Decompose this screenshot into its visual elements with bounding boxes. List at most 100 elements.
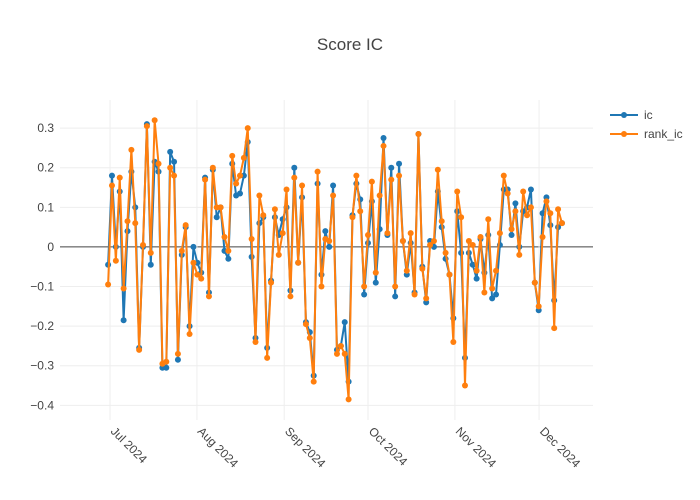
data-point	[322, 228, 329, 235]
x-tick-label: Aug 2024	[195, 424, 241, 470]
data-point	[543, 198, 550, 205]
data-point	[516, 251, 523, 258]
data-point	[430, 237, 437, 244]
data-point	[295, 259, 302, 266]
data-point	[527, 186, 534, 193]
data-point	[108, 182, 115, 189]
data-point	[353, 172, 360, 179]
data-point	[399, 237, 406, 244]
data-point	[221, 234, 228, 241]
data-point	[171, 172, 178, 179]
data-point	[256, 192, 263, 199]
data-point	[318, 283, 325, 290]
data-point	[372, 269, 379, 276]
data-point	[330, 192, 337, 199]
data-point	[155, 160, 162, 167]
data-point	[314, 168, 321, 175]
data-point	[128, 146, 135, 153]
data-point	[163, 358, 170, 365]
data-point	[477, 234, 484, 241]
data-point	[291, 164, 298, 171]
data-point	[539, 234, 546, 241]
data-point	[411, 291, 418, 298]
data-point	[380, 135, 387, 142]
data-point	[458, 214, 465, 221]
data-point	[341, 350, 348, 357]
data-point	[167, 148, 174, 155]
data-point	[508, 226, 515, 233]
data-point	[326, 243, 333, 250]
data-point	[271, 206, 278, 213]
y-tick-label: 0.2	[37, 161, 54, 175]
data-point	[349, 214, 356, 221]
data-point	[264, 354, 271, 361]
data-point	[512, 200, 519, 207]
data-point	[120, 285, 127, 292]
legend-marker	[621, 131, 627, 137]
data-point	[388, 176, 395, 183]
data-point	[361, 291, 368, 298]
series-line	[107, 120, 563, 400]
data-point	[396, 172, 403, 179]
data-point	[217, 204, 224, 211]
data-point	[388, 164, 395, 171]
data-point	[469, 261, 476, 268]
x-tick-label: Sep 2024	[282, 424, 328, 470]
data-point	[415, 131, 422, 138]
data-point	[407, 230, 414, 237]
data-point	[392, 293, 399, 300]
data-point	[233, 180, 240, 187]
data-point	[236, 190, 243, 197]
data-point	[450, 338, 457, 345]
data-point	[147, 261, 154, 268]
y-tick-label: 0.3	[37, 121, 54, 135]
data-point	[473, 267, 480, 274]
y-tick-label: −0.4	[30, 398, 54, 412]
data-point	[244, 125, 251, 132]
data-point	[209, 164, 216, 171]
data-point	[132, 220, 139, 227]
data-point	[306, 335, 313, 342]
data-point	[140, 241, 147, 248]
data-point	[229, 152, 236, 159]
data-point	[112, 257, 119, 264]
data-point	[236, 172, 243, 179]
y-tick-label: −0.1	[30, 280, 54, 294]
y-tick-label: −0.3	[30, 359, 54, 373]
data-point	[558, 220, 565, 227]
data-point	[268, 279, 275, 286]
data-point	[194, 271, 201, 278]
data-point	[151, 117, 158, 124]
data-point	[205, 293, 212, 300]
y-tick-label: −0.2	[30, 319, 54, 333]
data-point	[120, 317, 127, 324]
data-point	[190, 243, 197, 250]
data-point	[291, 174, 298, 181]
data-point	[225, 247, 232, 254]
data-point	[240, 154, 247, 161]
data-point	[555, 206, 562, 213]
chart-title: Score IC	[317, 35, 383, 54]
data-point	[116, 174, 123, 181]
data-point	[423, 295, 430, 302]
data-point	[508, 232, 515, 239]
data-point	[531, 279, 538, 286]
data-point	[489, 285, 496, 292]
data-point	[275, 251, 282, 258]
data-point	[427, 241, 434, 248]
data-point	[473, 275, 480, 282]
data-point	[442, 249, 449, 256]
data-point	[171, 158, 178, 165]
data-point	[372, 279, 379, 286]
data-point	[105, 281, 112, 288]
data-point	[535, 303, 542, 310]
y-tick-label: 0.1	[37, 200, 54, 214]
data-point	[376, 192, 383, 199]
data-point	[493, 291, 500, 298]
data-point	[465, 237, 472, 244]
data-point	[547, 210, 554, 217]
data-point	[527, 204, 534, 211]
data-point	[438, 218, 445, 225]
data-point	[496, 230, 503, 237]
